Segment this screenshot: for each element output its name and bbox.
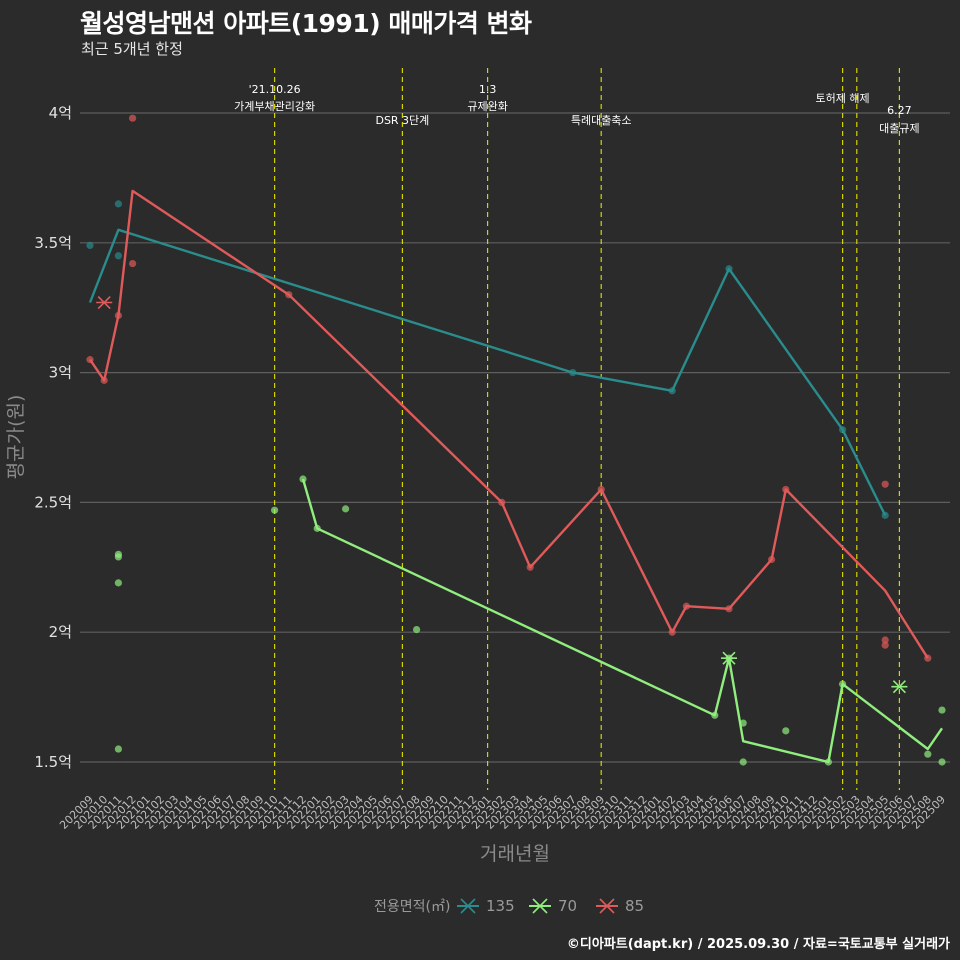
data-point-70 (924, 750, 932, 758)
y-axis-title: 평균가(원) (5, 395, 27, 480)
data-point-85 (129, 114, 137, 122)
legend-key-135 (457, 898, 479, 914)
y-axis-ticks: 1.5억 2억 2.5억 3억 3.5억 4억 (34, 104, 72, 771)
cross-marker-70 (721, 651, 737, 665)
data-point-70 (711, 711, 719, 719)
data-point-85 (881, 641, 889, 649)
data-point-85 (881, 636, 889, 644)
data-point-70 (839, 680, 847, 688)
data-point-70 (313, 524, 321, 532)
data-point-70 (271, 506, 279, 514)
data-point-85 (129, 259, 137, 268)
data-point-70 (114, 745, 122, 753)
y-tick-label: 3억 (49, 364, 72, 382)
event-label: 규제완화 (467, 100, 507, 113)
data-point-135 (86, 241, 94, 249)
event-label: 가계부채관리강화 (234, 100, 315, 113)
data-point-85 (114, 311, 122, 320)
data-point-70 (824, 758, 833, 766)
data-point-135 (725, 265, 733, 273)
event-label: DSR 3단계 (375, 114, 429, 127)
event-label: 토허제 해제 (816, 91, 870, 105)
data-point-70 (739, 758, 747, 766)
data-point-85 (725, 605, 733, 613)
data-point-85 (526, 563, 534, 571)
legend-cross (599, 898, 615, 914)
data-point-135 (668, 387, 676, 395)
event-label: '21.10.26 (249, 83, 301, 96)
data-point-70 (938, 706, 946, 714)
legend: 전용면적(㎡) 135 70 85 (374, 897, 644, 915)
data-point-70 (938, 758, 946, 766)
legend-title: 전용면적(㎡) (374, 899, 450, 915)
data-point-85 (668, 628, 676, 636)
series-line-70 (301, 478, 943, 764)
data-point-70 (299, 475, 307, 483)
data-point-85 (881, 480, 889, 488)
legend-label-135: 135 (486, 897, 515, 915)
y-tick-label: 3.5억 (34, 234, 72, 252)
legend-cross (460, 898, 476, 914)
series-points (86, 114, 946, 766)
chart-subtitle: 최근 5개년 한정 (81, 40, 183, 58)
data-point-85 (782, 485, 790, 494)
source-caption: ©디아파트(dapt.kr) / 2025.09.30 / 자료=국토교통부 실… (566, 937, 950, 952)
data-point-135 (569, 369, 577, 377)
y-tick-label: 2억 (49, 623, 72, 641)
data-point-85 (498, 498, 506, 506)
data-point-85 (100, 376, 108, 384)
data-point-70 (413, 626, 421, 634)
x-axis-title: 거래년월 (480, 843, 550, 865)
series-lines (88, 189, 943, 764)
legend-label-85: 85 (625, 897, 644, 915)
cross-marker-70 (891, 680, 908, 694)
data-point-85 (924, 654, 932, 662)
data-point-135 (839, 426, 847, 434)
legend-cross (532, 898, 548, 914)
data-point-70 (114, 579, 122, 587)
data-point-85 (768, 555, 776, 564)
data-point-70 (739, 719, 747, 727)
data-point-135 (881, 511, 889, 519)
event-label: 1.3 (479, 83, 497, 96)
cross-marker-85 (96, 295, 113, 310)
x-axis-ticks: 2020092020102020112020122021012021022021… (57, 793, 948, 832)
data-point-70 (342, 505, 350, 513)
event-label: 6.27 (887, 104, 912, 117)
y-tick-label: 1.5억 (34, 753, 72, 771)
data-point-135 (114, 200, 122, 208)
data-point-70 (782, 727, 790, 735)
data-point-85 (682, 602, 691, 610)
event-label: 대출규제 (879, 122, 919, 135)
data-point-85 (86, 356, 94, 364)
data-point-85 (285, 291, 293, 299)
legend-label-70: 70 (558, 897, 577, 915)
data-point-70 (114, 553, 122, 561)
event-label: 특례대출축소 (571, 114, 632, 127)
y-tick-label: 2.5억 (34, 493, 72, 511)
data-point-135 (114, 252, 122, 260)
legend-key-70 (529, 898, 551, 914)
chart-title: 월성영남맨션 아파트(1991) 매매가격 변화 (80, 9, 532, 38)
y-tick-label: 4억 (49, 104, 72, 122)
gridlines (80, 112, 950, 763)
data-point-85 (597, 485, 605, 494)
legend-key-85 (596, 898, 618, 914)
